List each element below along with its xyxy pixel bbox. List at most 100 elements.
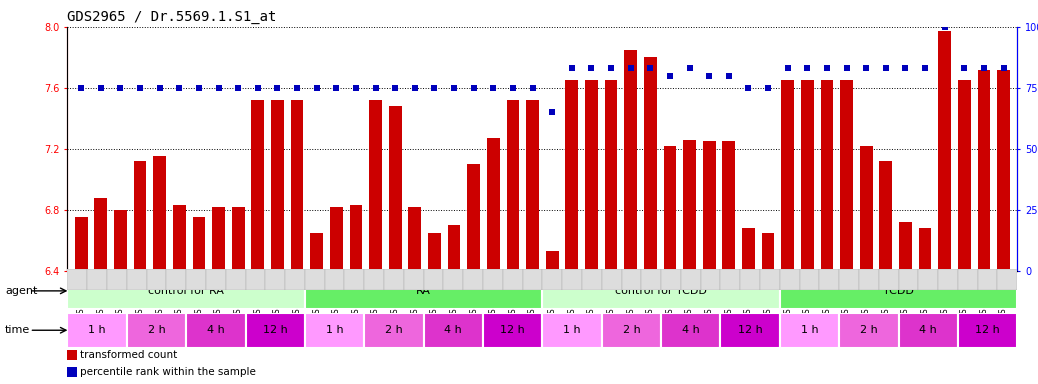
Point xyxy=(740,85,757,91)
Bar xyxy=(325,269,345,290)
Point xyxy=(387,85,404,91)
Bar xyxy=(364,313,424,348)
Bar xyxy=(467,164,480,271)
Point xyxy=(524,85,541,91)
Bar xyxy=(246,269,266,290)
Bar xyxy=(483,269,502,290)
Bar xyxy=(404,269,424,290)
Bar xyxy=(958,313,1017,348)
Bar xyxy=(67,367,77,377)
Bar xyxy=(780,269,799,290)
Bar xyxy=(780,273,1017,309)
Bar xyxy=(858,269,879,290)
Point xyxy=(152,85,168,91)
Bar xyxy=(87,269,107,290)
Point xyxy=(701,73,717,79)
Bar xyxy=(305,313,364,348)
Bar xyxy=(542,273,780,309)
Bar xyxy=(285,269,305,290)
Bar xyxy=(799,269,819,290)
Bar xyxy=(683,140,695,271)
Text: 12 h: 12 h xyxy=(975,325,1000,335)
Point xyxy=(308,85,325,91)
Bar xyxy=(899,222,911,271)
Bar xyxy=(782,80,794,271)
Bar xyxy=(919,228,931,271)
Bar xyxy=(839,269,858,290)
Text: agent: agent xyxy=(5,286,37,296)
Bar xyxy=(938,269,958,290)
Bar xyxy=(602,313,661,348)
Point xyxy=(877,65,894,71)
Bar xyxy=(114,210,127,271)
Bar xyxy=(127,269,146,290)
Text: 1 h: 1 h xyxy=(88,325,106,335)
Point xyxy=(289,85,305,91)
Bar xyxy=(186,269,206,290)
Point xyxy=(544,109,561,115)
Bar xyxy=(271,100,283,271)
Point xyxy=(839,65,855,71)
Point xyxy=(485,85,501,91)
Bar xyxy=(266,269,285,290)
Bar xyxy=(330,207,343,271)
Bar xyxy=(487,138,499,271)
Bar xyxy=(701,269,720,290)
Bar xyxy=(305,269,325,290)
Bar xyxy=(641,269,661,290)
Point xyxy=(661,73,678,79)
Point xyxy=(249,85,266,91)
Bar xyxy=(703,141,715,271)
Bar xyxy=(350,205,362,271)
Bar xyxy=(720,269,740,290)
Point xyxy=(857,65,874,71)
Bar xyxy=(146,269,166,290)
Bar xyxy=(998,269,1017,290)
Bar xyxy=(291,100,303,271)
Text: 4 h: 4 h xyxy=(444,325,462,335)
Text: 1 h: 1 h xyxy=(800,325,818,335)
Bar xyxy=(605,80,618,271)
Bar xyxy=(899,313,958,348)
Point xyxy=(504,85,521,91)
Bar xyxy=(978,70,990,271)
Point xyxy=(976,65,992,71)
Bar xyxy=(998,70,1010,271)
Point xyxy=(211,85,227,91)
Bar xyxy=(602,269,622,290)
Bar xyxy=(622,269,641,290)
Bar xyxy=(879,269,899,290)
Bar xyxy=(742,228,755,271)
Bar xyxy=(443,269,463,290)
Point xyxy=(92,85,109,91)
Bar xyxy=(507,100,519,271)
Bar xyxy=(447,225,461,271)
Point xyxy=(132,85,148,91)
Bar xyxy=(663,146,677,271)
Bar xyxy=(173,205,186,271)
Bar xyxy=(502,269,522,290)
Bar xyxy=(310,233,323,271)
Point xyxy=(191,85,208,91)
Point xyxy=(407,85,424,91)
Text: 2 h: 2 h xyxy=(859,325,878,335)
Bar xyxy=(958,269,978,290)
Bar xyxy=(819,269,839,290)
Bar xyxy=(428,233,441,271)
Bar xyxy=(546,251,558,271)
Bar xyxy=(522,269,542,290)
Text: RA: RA xyxy=(416,286,431,296)
Bar xyxy=(720,313,780,348)
Bar xyxy=(186,313,246,348)
Text: 2 h: 2 h xyxy=(623,325,640,335)
Bar xyxy=(246,313,305,348)
Text: 4 h: 4 h xyxy=(682,325,700,335)
Bar xyxy=(212,207,225,271)
Point xyxy=(936,24,953,30)
Bar xyxy=(206,269,225,290)
Bar xyxy=(780,313,839,348)
Text: 12 h: 12 h xyxy=(263,325,288,335)
Text: TCDD: TCDD xyxy=(883,286,913,296)
Point xyxy=(171,85,188,91)
Bar xyxy=(938,31,951,271)
